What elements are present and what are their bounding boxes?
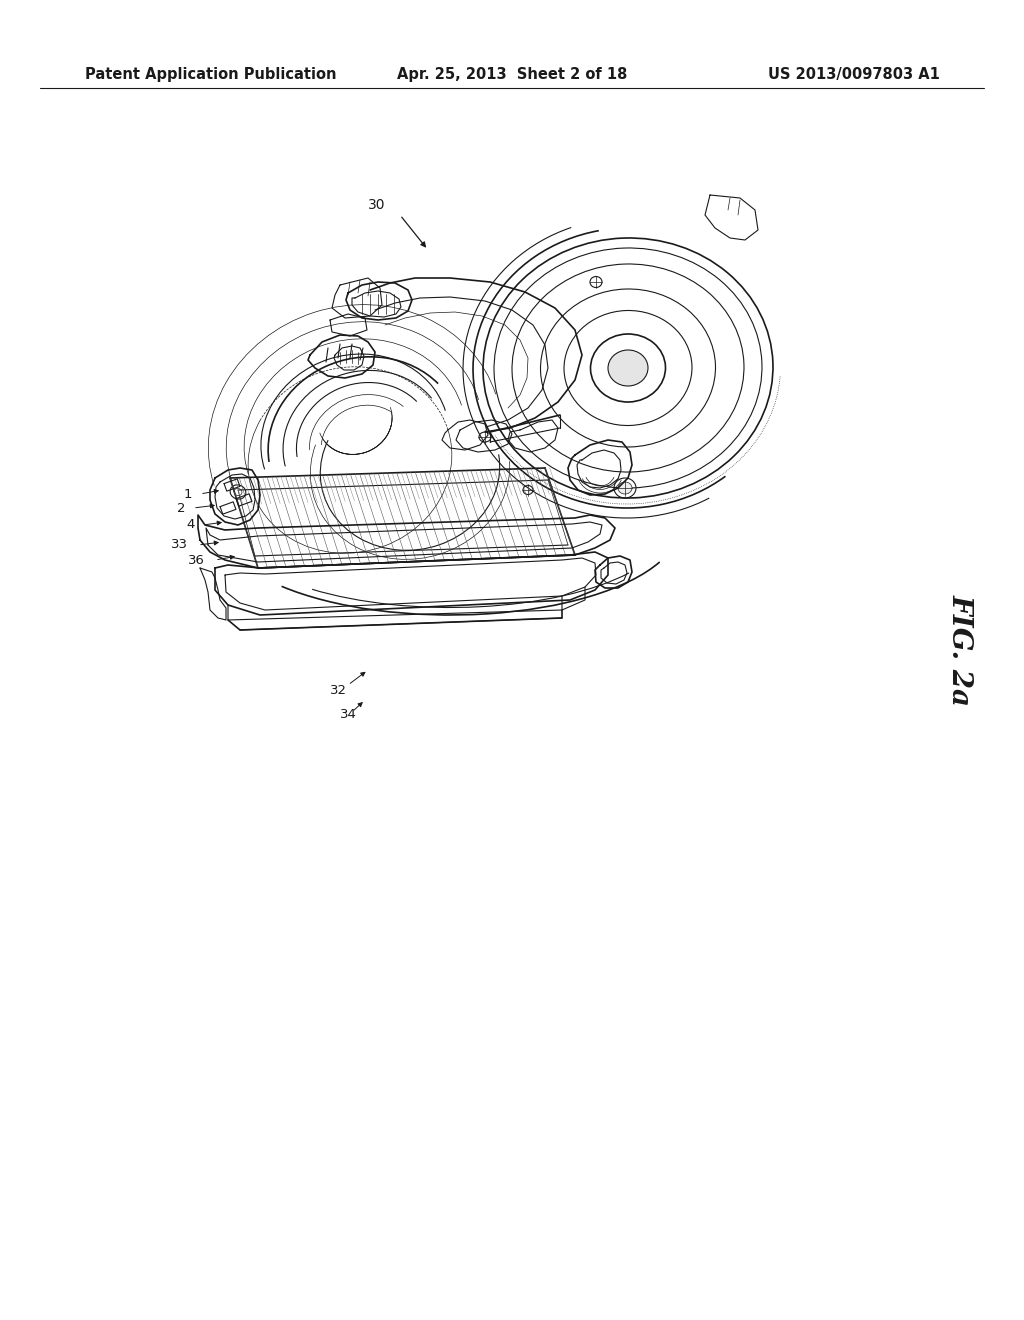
Text: 32: 32 [330,684,346,697]
Text: 1: 1 [183,487,193,500]
Ellipse shape [618,482,632,494]
Text: 4: 4 [186,519,195,532]
Text: 30: 30 [368,198,385,213]
Text: Patent Application Publication: Patent Application Publication [85,67,337,82]
Text: FIG. 2a: FIG. 2a [946,594,974,706]
Text: Apr. 25, 2013  Sheet 2 of 18: Apr. 25, 2013 Sheet 2 of 18 [397,67,627,82]
Text: US 2013/0097803 A1: US 2013/0097803 A1 [768,67,940,82]
Text: 2: 2 [176,502,185,515]
Ellipse shape [608,350,648,385]
Text: 33: 33 [171,539,188,552]
Text: 36: 36 [188,553,205,566]
Text: 34: 34 [340,709,356,722]
